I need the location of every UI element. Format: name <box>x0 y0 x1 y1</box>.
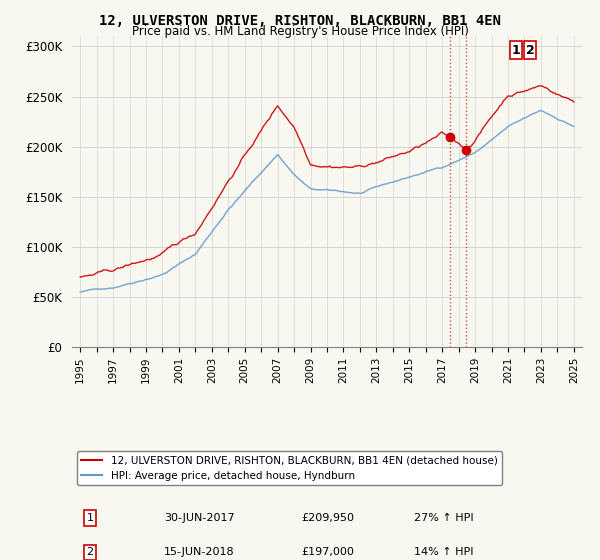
Text: 2: 2 <box>526 44 535 57</box>
Text: 12, ULVERSTON DRIVE, RISHTON, BLACKBURN, BB1 4EN: 12, ULVERSTON DRIVE, RISHTON, BLACKBURN,… <box>99 14 501 28</box>
Legend: 12, ULVERSTON DRIVE, RISHTON, BLACKBURN, BB1 4EN (detached house), HPI: Average : 12, ULVERSTON DRIVE, RISHTON, BLACKBURN,… <box>77 451 502 485</box>
Text: 1: 1 <box>512 44 521 57</box>
Text: 15-JUN-2018: 15-JUN-2018 <box>164 547 235 557</box>
FancyBboxPatch shape <box>524 41 536 59</box>
Text: 1: 1 <box>86 513 94 523</box>
Text: 27% ↑ HPI: 27% ↑ HPI <box>414 513 473 523</box>
Text: 2: 2 <box>86 547 94 557</box>
Text: 30-JUN-2017: 30-JUN-2017 <box>164 513 235 523</box>
Text: £209,950: £209,950 <box>302 513 355 523</box>
Text: £197,000: £197,000 <box>302 547 355 557</box>
FancyBboxPatch shape <box>511 41 522 59</box>
Text: Price paid vs. HM Land Registry's House Price Index (HPI): Price paid vs. HM Land Registry's House … <box>131 25 469 38</box>
Text: 14% ↑ HPI: 14% ↑ HPI <box>414 547 473 557</box>
